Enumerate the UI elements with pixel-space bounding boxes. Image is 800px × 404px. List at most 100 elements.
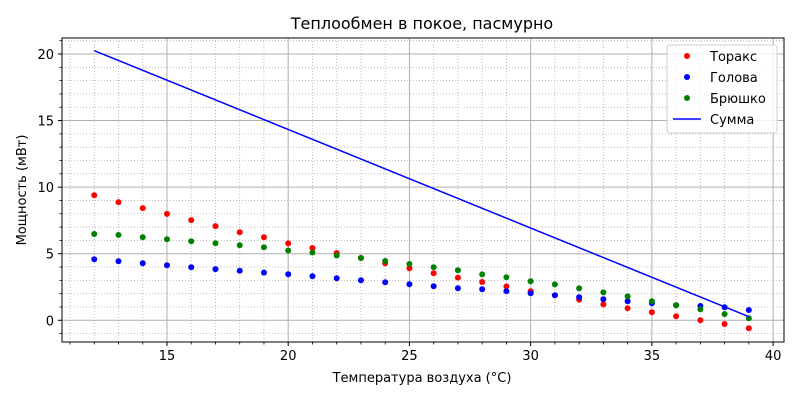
data-point bbox=[236, 229, 243, 236]
data-point bbox=[382, 279, 389, 286]
data-point bbox=[91, 192, 98, 199]
axes-frame bbox=[61, 37, 785, 343]
data-point bbox=[260, 234, 267, 241]
data-point bbox=[285, 247, 292, 254]
data-point bbox=[454, 274, 461, 281]
data-point bbox=[333, 275, 340, 282]
data-point bbox=[479, 278, 486, 285]
data-point bbox=[576, 294, 583, 301]
data-point bbox=[163, 262, 170, 269]
x-tick-label: 30 bbox=[522, 349, 539, 364]
data-point bbox=[454, 285, 461, 292]
legend-marker bbox=[684, 53, 690, 59]
data-point bbox=[600, 289, 607, 296]
x-tick-label: 20 bbox=[280, 349, 297, 364]
legend-marker bbox=[684, 74, 690, 80]
x-tick-label: 40 bbox=[765, 349, 782, 364]
data-point bbox=[503, 274, 510, 281]
minor-grid bbox=[62, 38, 784, 342]
data-point bbox=[285, 271, 292, 278]
data-point bbox=[745, 325, 752, 332]
series-Сумма bbox=[93, 49, 750, 318]
data-point bbox=[503, 283, 510, 290]
series-Голова bbox=[91, 256, 752, 314]
data-point bbox=[600, 296, 607, 303]
data-point bbox=[406, 281, 413, 288]
data-point bbox=[333, 252, 340, 259]
major-grid bbox=[62, 38, 784, 342]
data-point bbox=[721, 321, 728, 328]
data-point bbox=[212, 223, 219, 230]
data-point bbox=[600, 301, 607, 308]
data-point bbox=[697, 306, 704, 313]
data-point bbox=[357, 277, 364, 284]
data-point bbox=[624, 305, 631, 312]
legend-box bbox=[666, 44, 778, 134]
data-point bbox=[406, 260, 413, 267]
data-point bbox=[212, 240, 219, 247]
data-point bbox=[309, 273, 316, 280]
data-point bbox=[91, 256, 98, 263]
data-point bbox=[673, 313, 680, 320]
data-point bbox=[139, 260, 146, 267]
legend-label: Сумма bbox=[710, 113, 754, 128]
data-point bbox=[139, 234, 146, 241]
y-axis-label: Мощность (мВт) bbox=[15, 135, 30, 246]
axis-ticks: 15 20 25 30 35 40 0 5 10 15 20 bbox=[37, 40, 782, 364]
sum-line bbox=[93, 49, 750, 318]
legend-label: Голова bbox=[710, 71, 758, 86]
chart-title: Теплообмен в покое, пасмурно bbox=[290, 14, 553, 33]
data-point bbox=[188, 264, 195, 271]
data-point bbox=[188, 217, 195, 224]
data-point bbox=[260, 269, 267, 276]
x-tick-label: 25 bbox=[401, 349, 418, 364]
data-point bbox=[236, 267, 243, 274]
y-tick-label: 5 bbox=[46, 248, 54, 263]
data-point bbox=[260, 244, 267, 251]
data-point bbox=[163, 210, 170, 217]
data-point bbox=[503, 288, 510, 295]
legend-label: Брюшко bbox=[710, 92, 766, 107]
data-point bbox=[551, 281, 558, 288]
data-point bbox=[115, 231, 122, 238]
data-point bbox=[406, 265, 413, 272]
x-axis-label: Температура воздуха (°C) bbox=[332, 371, 512, 386]
data-point bbox=[236, 242, 243, 249]
data-series bbox=[91, 49, 752, 332]
data-point bbox=[430, 283, 437, 290]
x-tick-label: 15 bbox=[159, 349, 176, 364]
data-point bbox=[139, 205, 146, 212]
legend-label: Торакс bbox=[709, 50, 757, 65]
data-point bbox=[527, 278, 534, 285]
data-point bbox=[115, 258, 122, 265]
data-point bbox=[624, 298, 631, 305]
data-point bbox=[673, 302, 680, 309]
data-point bbox=[430, 270, 437, 277]
y-tick-label: 15 bbox=[37, 115, 54, 130]
data-point bbox=[648, 298, 655, 305]
series-Брюшко bbox=[91, 231, 752, 322]
data-point bbox=[551, 292, 558, 299]
x-tick-label: 35 bbox=[644, 349, 661, 364]
data-point bbox=[163, 236, 170, 243]
data-point bbox=[115, 199, 122, 206]
data-point bbox=[479, 286, 486, 293]
data-point bbox=[454, 267, 461, 274]
data-point bbox=[624, 293, 631, 300]
data-point bbox=[721, 311, 728, 318]
data-point bbox=[188, 238, 195, 245]
data-point bbox=[527, 290, 534, 297]
data-point bbox=[576, 285, 583, 292]
legend: Торакс Голова Брюшко Сумма bbox=[666, 44, 778, 134]
data-point bbox=[285, 240, 292, 247]
data-point bbox=[382, 258, 389, 265]
data-point bbox=[212, 266, 219, 273]
data-point bbox=[745, 307, 752, 314]
data-point bbox=[309, 244, 316, 251]
data-point bbox=[91, 231, 98, 238]
y-tick-label: 20 bbox=[37, 48, 54, 63]
data-point bbox=[648, 309, 655, 316]
data-point bbox=[479, 271, 486, 278]
